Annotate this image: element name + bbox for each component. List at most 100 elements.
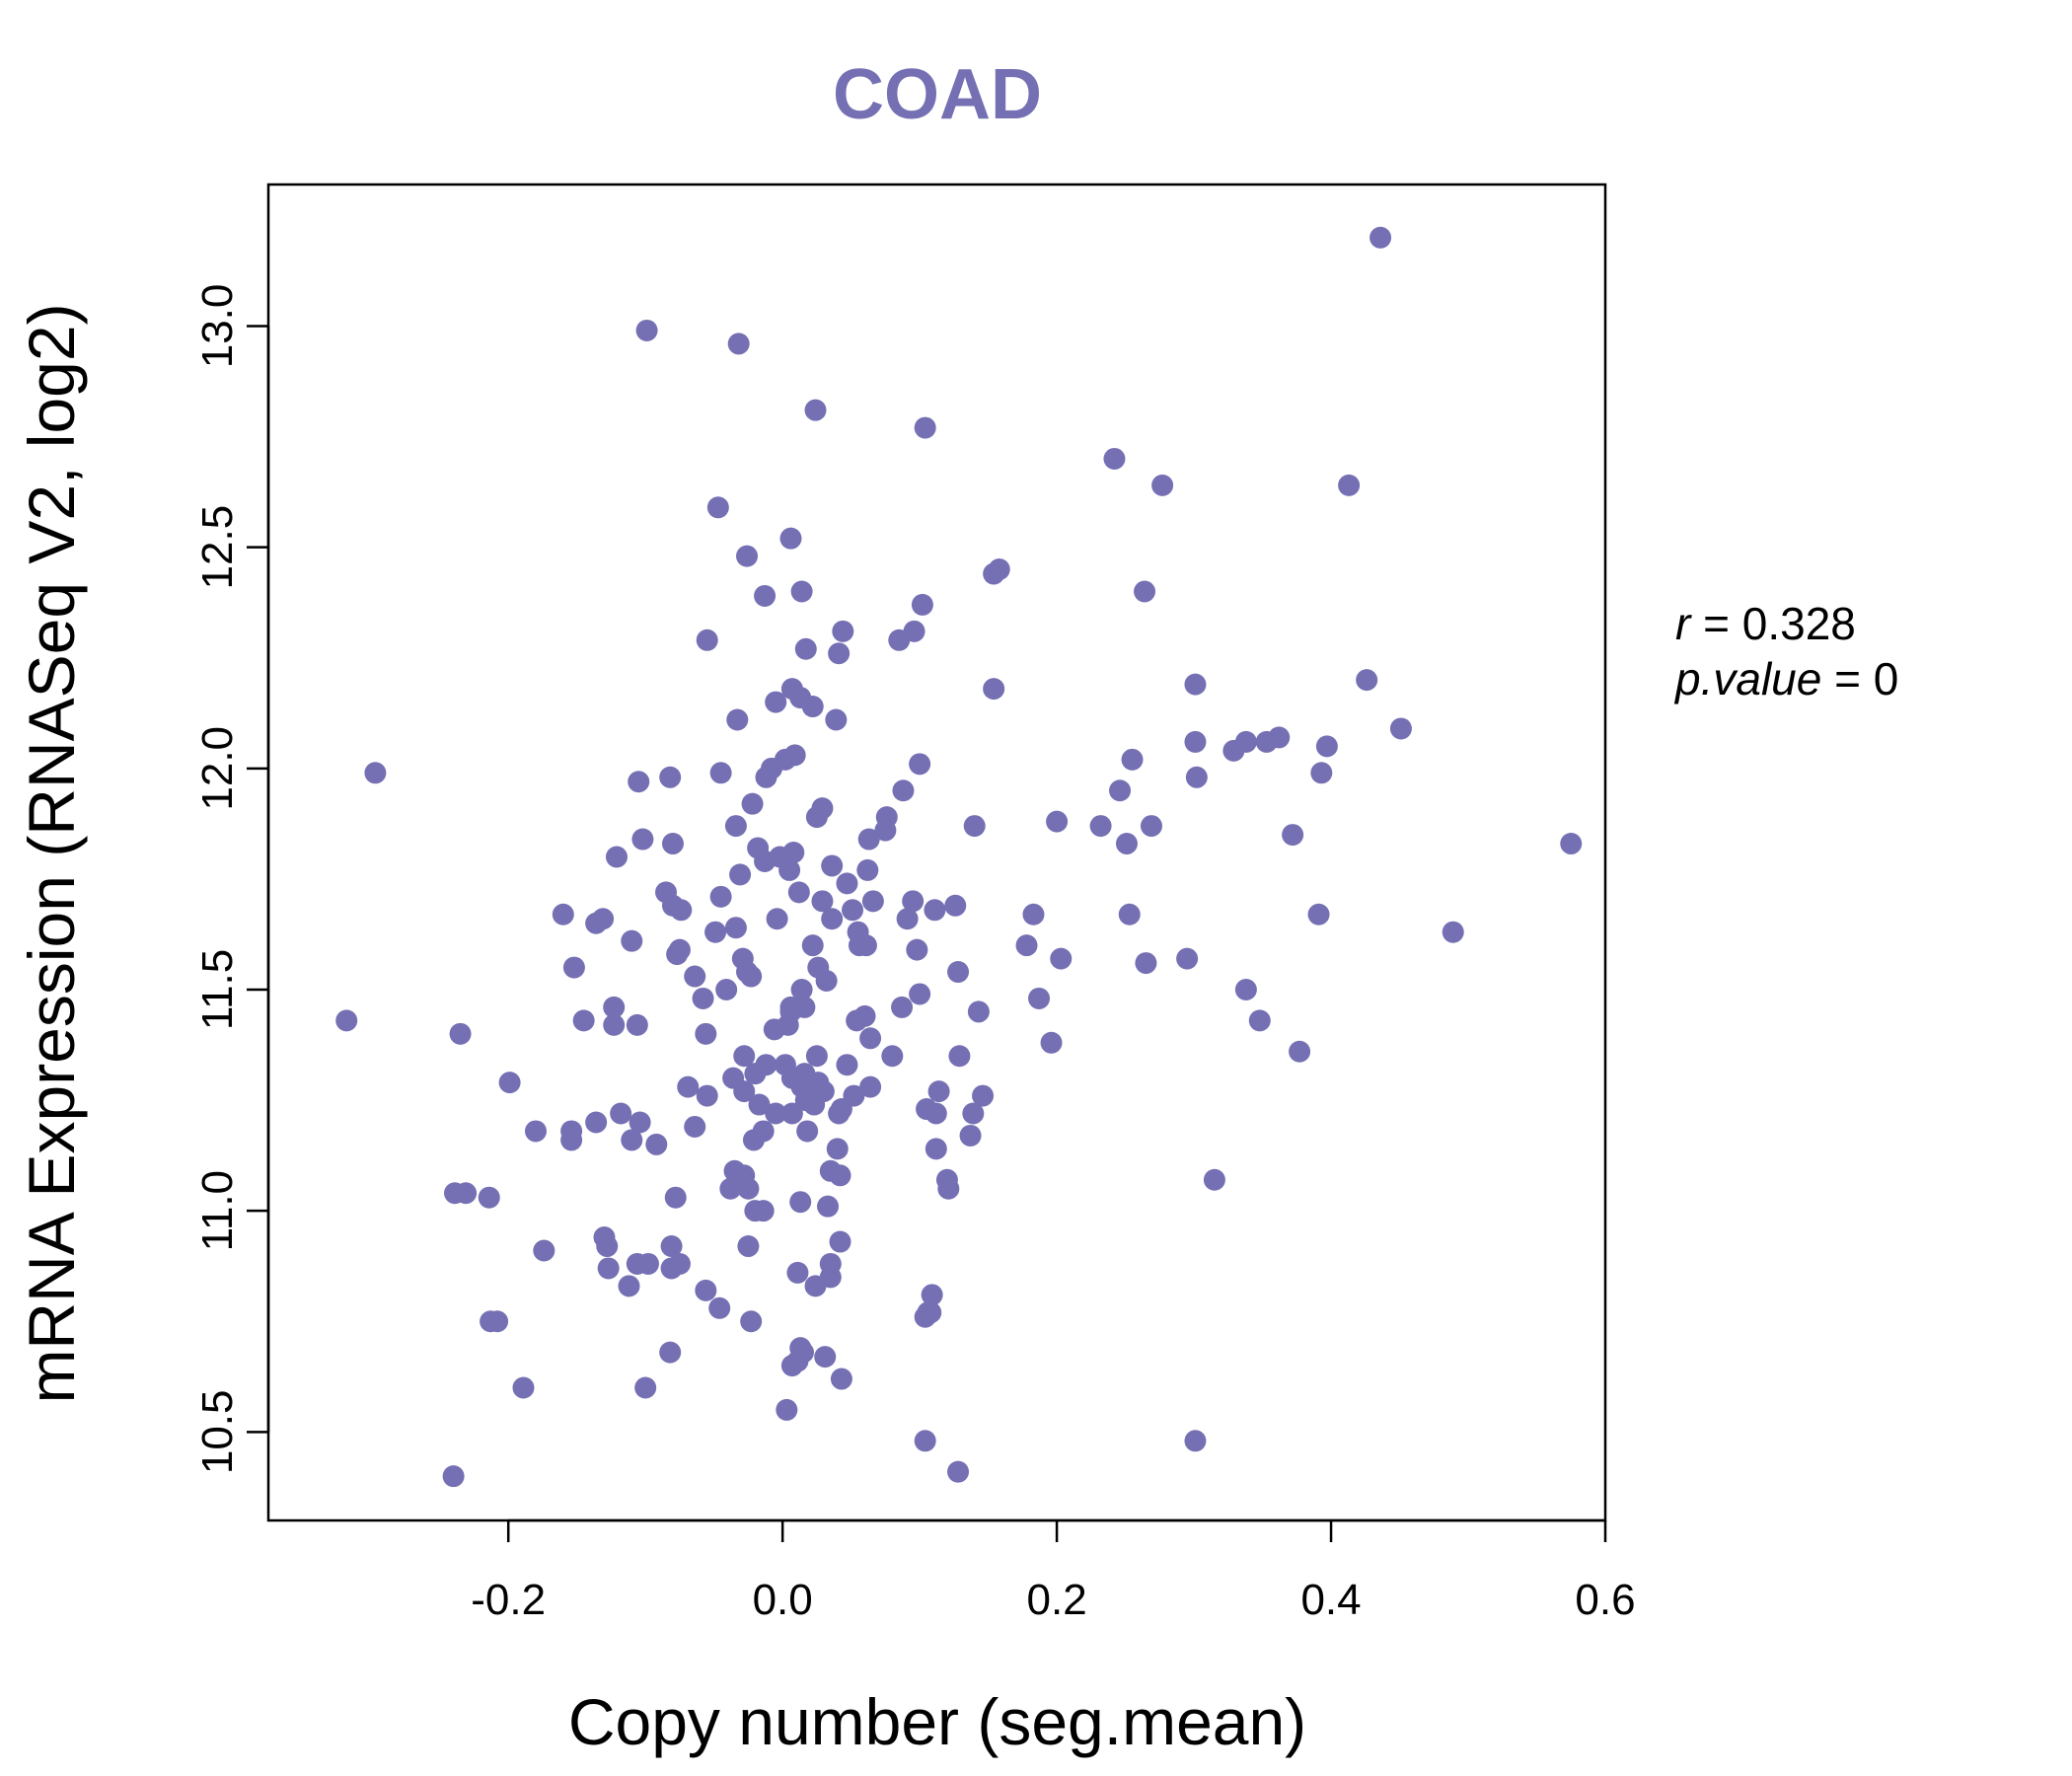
data-point [826, 1138, 849, 1160]
data-point [1028, 987, 1051, 1009]
data-point [1268, 726, 1291, 749]
data-point [805, 1045, 828, 1068]
data-point [891, 996, 914, 1018]
y-tick-label: 13.0 [193, 284, 242, 369]
data-point [1222, 739, 1245, 762]
data-point [963, 815, 986, 838]
data-point [765, 1102, 787, 1125]
data-point [635, 319, 658, 341]
data-point [621, 1129, 643, 1151]
data-point [947, 1460, 970, 1483]
data-point [972, 1084, 995, 1107]
data-point [921, 1284, 943, 1306]
data-point [763, 1018, 785, 1041]
y-tick-label: 12.0 [193, 726, 242, 811]
data-point [661, 833, 684, 855]
data-point [821, 854, 844, 877]
data-point [1151, 474, 1174, 496]
data-point [892, 779, 915, 802]
data-point [364, 762, 387, 784]
data-point [789, 1191, 812, 1214]
data-point [1046, 810, 1069, 833]
data-point [512, 1376, 535, 1399]
data-point [498, 1072, 521, 1094]
data-point [804, 399, 827, 421]
data-point [737, 1235, 760, 1258]
data-point [828, 642, 851, 665]
data-point [836, 1054, 858, 1076]
data-point [723, 1159, 746, 1182]
data-point [729, 863, 752, 886]
data-point [736, 545, 759, 567]
data-point [1356, 669, 1378, 692]
data-point [659, 1341, 682, 1364]
data-point [455, 1182, 478, 1205]
data-point [1103, 447, 1126, 470]
data-point [1109, 779, 1132, 802]
data-point [916, 1098, 938, 1121]
data-point [621, 929, 643, 952]
data-point [944, 894, 967, 917]
data-point [1560, 833, 1583, 855]
data-point [740, 1310, 763, 1333]
data-point [335, 1009, 358, 1032]
data-point [1050, 947, 1073, 970]
data-point [1184, 1430, 1207, 1452]
data-point [776, 1398, 798, 1421]
r-value: 0.328 [1742, 598, 1856, 649]
data-point [825, 708, 848, 731]
data-point [708, 1296, 731, 1319]
data-point [947, 961, 970, 984]
data-point [814, 1346, 837, 1369]
y-tick-label: 11.5 [193, 949, 242, 1030]
data-point [670, 899, 693, 922]
data-point [909, 983, 931, 1005]
data-point [1338, 474, 1361, 496]
data-point [1040, 1031, 1063, 1054]
data-point [726, 708, 749, 731]
data-point [780, 1102, 803, 1125]
data-point [914, 1305, 936, 1328]
x-tick-label: 0.0 [753, 1576, 813, 1624]
data-point [740, 965, 763, 988]
correlation-annotation: r = 0.328 [1675, 598, 1856, 649]
data-point [1234, 978, 1257, 1000]
data-point [786, 1350, 809, 1372]
data-point [911, 593, 933, 616]
data-point [634, 1376, 657, 1399]
data-point [874, 819, 897, 842]
r-equals: = [1703, 598, 1730, 649]
data-point [786, 1261, 809, 1284]
data-point [909, 753, 931, 776]
data-point [645, 1133, 668, 1155]
y-tick-label: 12.5 [193, 505, 242, 590]
data-point [896, 908, 919, 930]
data-point [696, 629, 718, 651]
data-point [829, 1230, 851, 1253]
data-point [1184, 673, 1207, 696]
data-point [856, 858, 879, 881]
data-point [605, 846, 628, 868]
data-point [983, 678, 1005, 701]
data-point [794, 637, 817, 660]
data-point [796, 1120, 819, 1143]
data-point [1185, 766, 1208, 788]
data-point [755, 766, 777, 788]
data-point [842, 899, 864, 922]
data-point [660, 1235, 683, 1258]
data-point [948, 1045, 971, 1068]
data-point [525, 1120, 547, 1143]
data-point [585, 912, 608, 934]
data-point [1289, 1040, 1311, 1063]
data-point [846, 1009, 868, 1032]
data-point [861, 890, 884, 913]
data-point [848, 934, 870, 957]
data-point [803, 1093, 826, 1116]
data-point [1307, 903, 1330, 925]
data-point [664, 1186, 687, 1209]
data-point [766, 908, 788, 930]
data-point [719, 1177, 742, 1200]
y-axis-label: mRNA Expression (RNASeq V2, log2) [15, 303, 88, 1403]
data-point [778, 858, 801, 881]
data-point [914, 416, 936, 439]
